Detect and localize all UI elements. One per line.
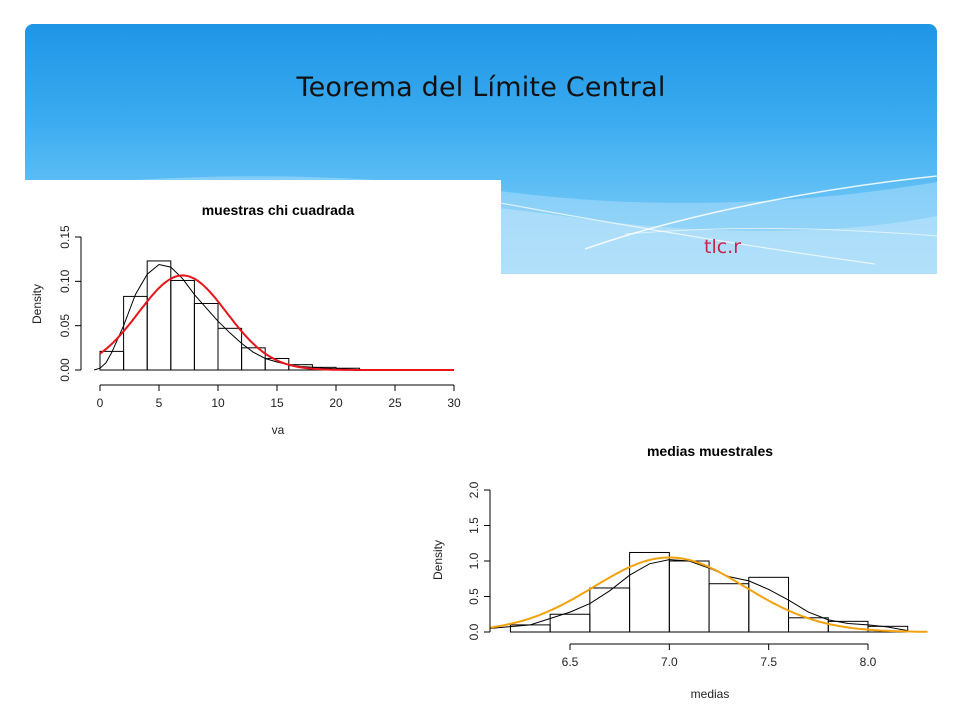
normal-fit-curve — [490, 556, 928, 633]
y-tick-label: 1.5 — [467, 517, 481, 534]
density-curve — [490, 559, 908, 632]
file-label: tlc.r — [704, 236, 742, 258]
y-tick-label: 0.00 — [58, 358, 72, 382]
histogram-bar-6 — [748, 576, 790, 633]
y-tick-label: 0.0 — [467, 623, 481, 640]
histogram-bar-4 — [668, 560, 710, 633]
x-tick-label: 30 — [447, 396, 461, 410]
x-axis-label: medias — [691, 687, 730, 701]
x-tick-label: 6.5 — [562, 655, 579, 669]
x-tick-label: 10 — [211, 396, 225, 410]
histogram-bar-5 — [217, 327, 243, 371]
y-tick-label: 0.15 — [58, 225, 72, 249]
normal-fit-curve — [99, 274, 454, 371]
x-tick-label: 7.5 — [760, 655, 777, 669]
histogram-bar-5 — [708, 583, 750, 633]
x-tick-label: 0 — [97, 396, 104, 410]
histogram-bar-0 — [99, 350, 125, 371]
y-tick-label: 0.05 — [58, 314, 72, 338]
histogram-bar-2 — [146, 260, 172, 371]
y-tick-label: 0.10 — [58, 269, 72, 293]
histogram-bar-4 — [193, 303, 219, 371]
x-axis-label: va — [272, 423, 285, 437]
slide-title: Teorema del Límite Central — [296, 72, 666, 103]
y-tick-label: 1.0 — [467, 552, 481, 569]
x-tick-label: 20 — [329, 396, 343, 410]
y-axis-label: Density — [30, 284, 44, 324]
x-tick-label: 7.0 — [661, 655, 678, 669]
histogram-bar-2 — [589, 587, 631, 633]
histogram-bar-3 — [170, 279, 195, 371]
histogram-bar-7 — [788, 617, 829, 633]
chart-title: medias muestrales — [647, 443, 773, 459]
x-tick-label: 5 — [156, 396, 163, 410]
y-tick-label: 2.0 — [467, 481, 481, 498]
chi-square-histogram-plot: muestras chi cuadrada 0 5 10 15 20 25 30 0.00 0.0… — [25, 180, 501, 442]
chart-title: muestras chi cuadrada — [202, 202, 355, 218]
density-curve — [93, 263, 360, 371]
y-tick-label: 0.5 — [467, 588, 481, 605]
sample-means-histogram-plot: medias muestrales 6.5 7.0 7.5 8.0 0.0 0.5 1.0 1.… — [416, 432, 942, 716]
x-tick-label: 15 — [270, 396, 284, 410]
x-tick-label: 8.0 — [860, 655, 877, 669]
y-axis-label: Density — [431, 540, 445, 580]
x-tick-label: 25 — [388, 396, 402, 410]
